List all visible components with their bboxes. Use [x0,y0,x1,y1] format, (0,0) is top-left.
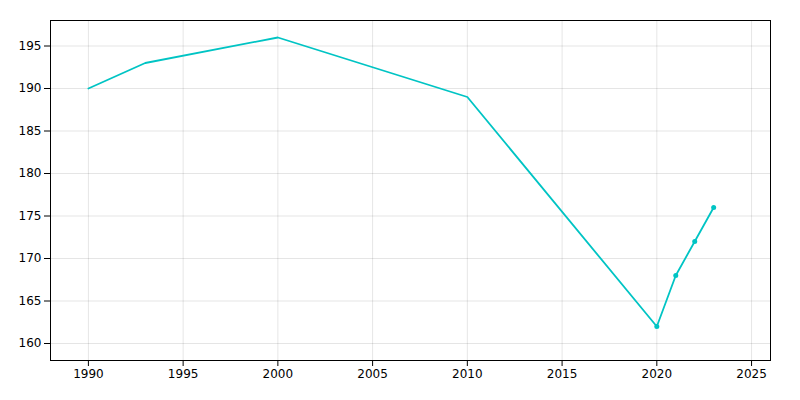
svg-text:190: 190 [19,81,42,95]
svg-text:2025: 2025 [736,367,767,381]
svg-text:2010: 2010 [452,367,483,381]
svg-text:170: 170 [19,251,42,265]
svg-text:1995: 1995 [168,367,199,381]
svg-text:185: 185 [19,124,42,138]
svg-text:1990: 1990 [73,367,104,381]
svg-text:2020: 2020 [642,367,673,381]
svg-text:165: 165 [19,294,42,308]
svg-text:160: 160 [19,336,42,350]
svg-text:180: 180 [19,166,42,180]
svg-text:2005: 2005 [357,367,388,381]
svg-text:2000: 2000 [263,367,294,381]
svg-text:195: 195 [19,39,42,53]
svg-text:175: 175 [19,209,42,223]
svg-text:2015: 2015 [547,367,578,381]
